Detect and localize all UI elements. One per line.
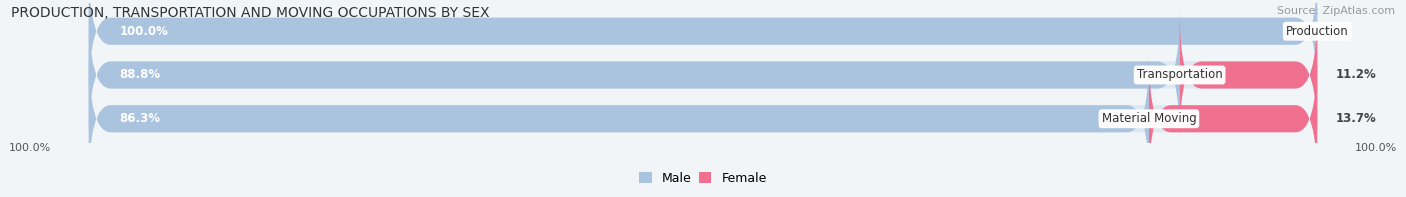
FancyBboxPatch shape (89, 0, 1317, 97)
Text: Source: ZipAtlas.com: Source: ZipAtlas.com (1277, 6, 1395, 16)
FancyBboxPatch shape (89, 10, 1180, 140)
FancyBboxPatch shape (89, 54, 1317, 184)
Text: Production: Production (1286, 25, 1348, 38)
Text: 88.8%: 88.8% (120, 69, 160, 82)
Text: 100.0%: 100.0% (8, 143, 51, 153)
FancyBboxPatch shape (89, 0, 1317, 97)
Text: 11.2%: 11.2% (1336, 69, 1376, 82)
FancyBboxPatch shape (1180, 10, 1317, 140)
FancyBboxPatch shape (89, 10, 1317, 140)
Text: 86.3%: 86.3% (120, 112, 160, 125)
FancyBboxPatch shape (89, 54, 1149, 184)
Text: Material Moving: Material Moving (1101, 112, 1197, 125)
Text: PRODUCTION, TRANSPORTATION AND MOVING OCCUPATIONS BY SEX: PRODUCTION, TRANSPORTATION AND MOVING OC… (11, 6, 489, 20)
Text: 100.0%: 100.0% (1355, 143, 1398, 153)
Text: Transportation: Transportation (1137, 69, 1223, 82)
Legend: Male, Female: Male, Female (634, 167, 772, 190)
FancyBboxPatch shape (1149, 54, 1317, 184)
Text: 13.7%: 13.7% (1336, 112, 1376, 125)
Text: 100.0%: 100.0% (120, 25, 169, 38)
